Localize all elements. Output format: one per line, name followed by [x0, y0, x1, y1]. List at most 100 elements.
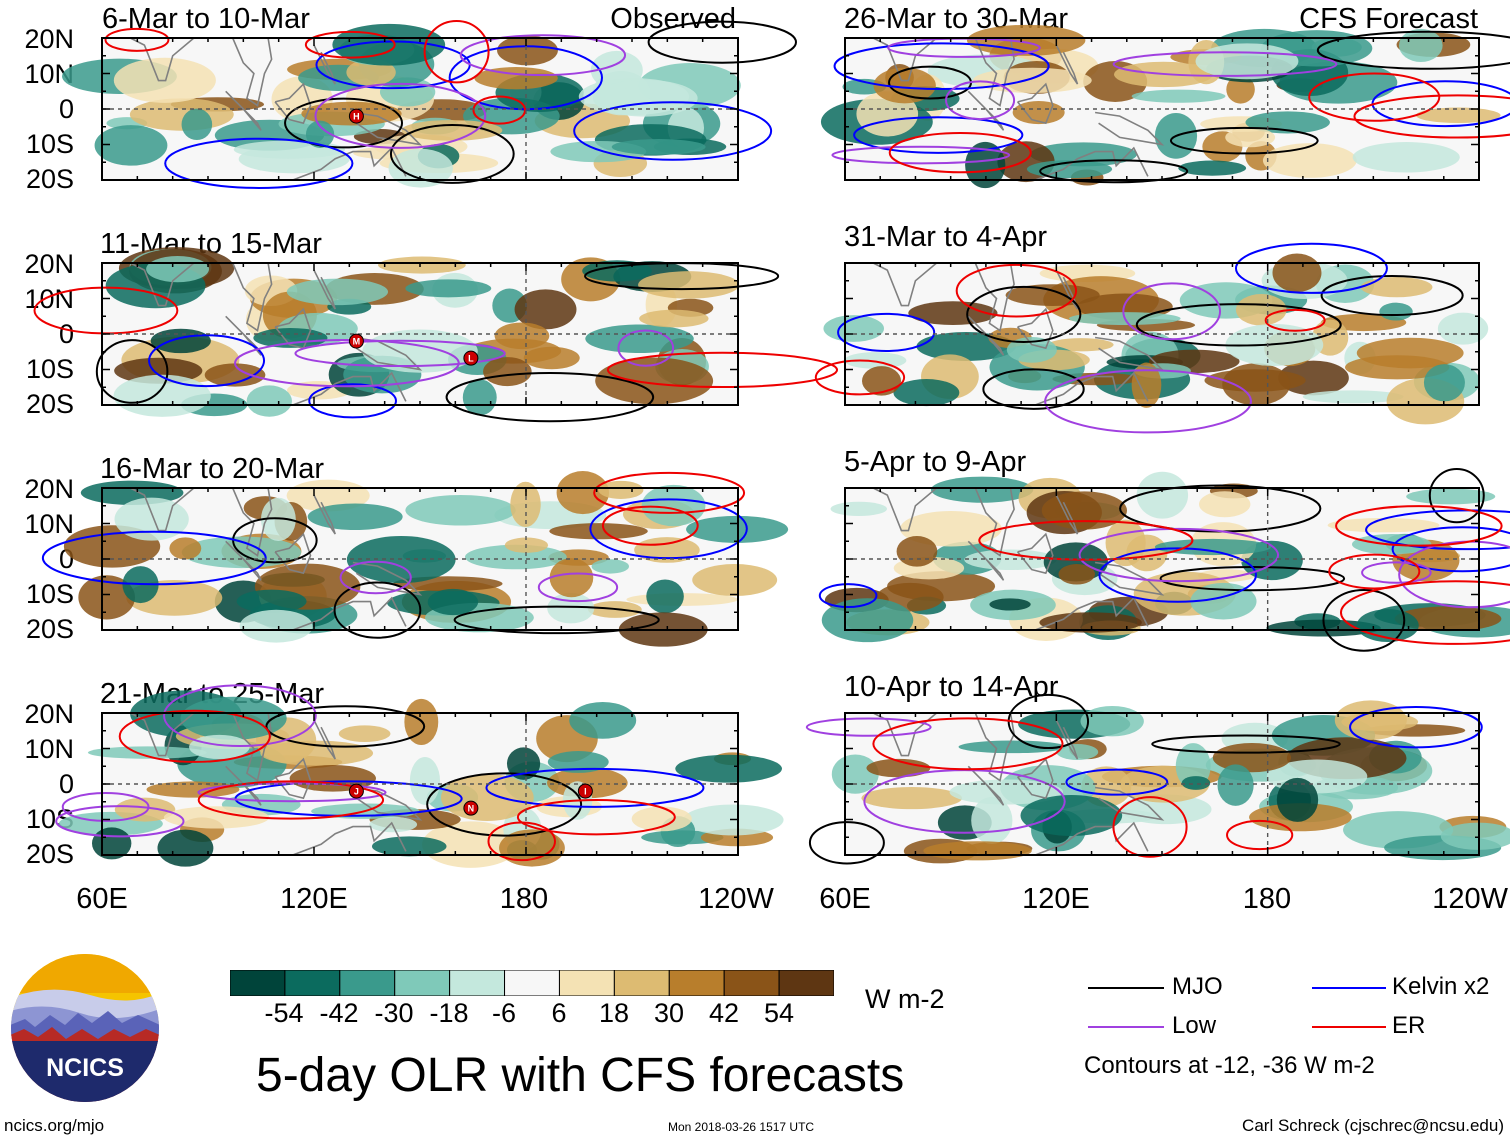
mjo-contour: [445, 372, 655, 423]
storm-marker-label: L: [468, 354, 474, 364]
olr-anomaly-blob: [239, 609, 313, 643]
coastline-segment: [1055, 719, 1079, 760]
olr-anomaly-blob: [1352, 142, 1460, 173]
kelvin-contour: [589, 498, 748, 560]
olr-anomaly-blob: [873, 67, 936, 104]
coastline-segment: [231, 37, 273, 107]
kelvin-contour: [148, 334, 266, 388]
olr-anomaly-blob: [409, 756, 441, 805]
olr-anomaly-blob: [1235, 294, 1287, 326]
colorbar-tick-label: 18: [598, 998, 630, 1028]
storm-marker-label: H: [353, 112, 360, 122]
coastline: [872, 712, 1165, 856]
storm-marker: H: [348, 108, 364, 124]
lat-label: 10N: [24, 734, 74, 764]
coastline-segment: [1034, 821, 1149, 856]
olr-anomaly-blob: [598, 480, 644, 499]
er-contour: [1308, 72, 1441, 122]
coastline: [872, 37, 1165, 181]
low-contour: [617, 329, 675, 367]
legend-line-kelvin: [1312, 987, 1386, 989]
low-contour: [1112, 51, 1338, 77]
storm-marker: J: [348, 783, 364, 799]
olr-anomaly-blob: [405, 495, 516, 526]
olr-anomaly-blob: [1056, 744, 1099, 760]
map-panel-right-2: [818, 467, 1510, 652]
olr-anomaly-blob: [1225, 127, 1276, 148]
mjo-contour: [1320, 275, 1464, 317]
colorbar-swatch: [339, 970, 396, 996]
olr-anomaly-blob: [462, 379, 497, 416]
olr-anomaly-blob: [591, 559, 630, 574]
panel-ticks: [844, 37, 1480, 181]
kelvin-contour: [485, 767, 705, 808]
footer-credit: Carl Schreck (cjschrec@ncsu.edu): [1242, 1116, 1504, 1135]
storm-marker: M: [348, 333, 364, 349]
panel-title-right-2: 5-Apr to 9-Apr: [844, 446, 1027, 478]
panel-ticks: [101, 262, 739, 406]
olr-anomaly-blob: [590, 50, 643, 90]
olr-anomaly-blob: [114, 497, 189, 541]
olr-anomaly-blob: [1217, 764, 1254, 806]
panel-title-right-3: 10-Apr to 14-Apr: [844, 671, 1059, 703]
coastline-segment: [225, 765, 262, 806]
er-contour: [888, 132, 1032, 174]
olr-anomaly-blob: [1344, 355, 1450, 380]
colorbar-swatch: [558, 970, 615, 996]
coastline-segment: [225, 90, 262, 131]
kelvin-contour: [818, 583, 878, 609]
olr-anomaly-blob: [549, 523, 648, 540]
olr-anomaly-blob: [1026, 160, 1113, 179]
lon-label: 180: [1242, 883, 1292, 915]
olr-anomaly-blob: [908, 301, 998, 325]
kelvin-contour: [41, 530, 267, 586]
colorbar-tick-label: -30: [374, 998, 414, 1028]
coastline-segment: [129, 37, 195, 82]
olr-anomaly-blob: [260, 497, 296, 542]
kelvin-contour: [308, 383, 397, 419]
olr-anomaly-blob: [1406, 488, 1496, 505]
colorbar-swatch: [504, 970, 560, 996]
olr-anomaly-blob: [1327, 518, 1440, 533]
er-contour: [1226, 819, 1294, 851]
kelvin-contour: [1098, 547, 1257, 603]
olr-anomaly-blob: [181, 108, 213, 141]
olr-anomaly-blob: [639, 309, 709, 328]
olr-anomaly-blob: [1058, 564, 1095, 585]
lat-label: 0: [58, 544, 74, 574]
lat-label: 10N: [24, 509, 74, 539]
er-contour: [487, 821, 556, 862]
olr-anomaly-blob: [831, 754, 879, 794]
mjo-contour: [453, 605, 660, 635]
low-contour: [55, 805, 185, 838]
cfs-forecast-tag: CFS Forecast: [1299, 3, 1478, 35]
coastline-segment: [872, 37, 938, 82]
olr-anomaly-blob: [189, 734, 250, 760]
lon-label: 180: [499, 883, 549, 915]
olr-anomaly-blob: [1379, 302, 1413, 321]
olr-anomaly-blob: [638, 271, 740, 299]
lon-label: 60E: [819, 883, 871, 915]
olr-anomaly-blob: [1423, 364, 1465, 402]
colorbar-tick-label: -42: [319, 998, 359, 1028]
olr-anomaly-blob: [1212, 743, 1292, 773]
storm-marker-label: J: [354, 787, 359, 797]
coastline-segment: [274, 532, 312, 575]
ncics-logo: NCICS: [11, 954, 159, 1102]
olr-anomaly-blob: [1020, 795, 1123, 837]
coastline-segment: [1016, 307, 1054, 350]
low-contour: [233, 339, 460, 388]
er-contour: [1353, 94, 1510, 139]
colorbar-tick-label: -6: [491, 998, 516, 1028]
kelvin-contour: [1391, 526, 1510, 573]
coastline-segment: [352, 561, 423, 596]
er-contour: [955, 263, 1078, 318]
lon-label: 120W: [698, 883, 774, 915]
olr-anomaly-blob: [1302, 390, 1404, 404]
coastline-segment: [974, 712, 1015, 782]
olr-anomaly-blob: [1262, 143, 1357, 178]
olr-anomaly-blob: [923, 841, 1032, 861]
olr-anomaly-blob: [592, 79, 698, 117]
coastline-segment: [352, 786, 423, 821]
low-contour: [197, 782, 387, 803]
